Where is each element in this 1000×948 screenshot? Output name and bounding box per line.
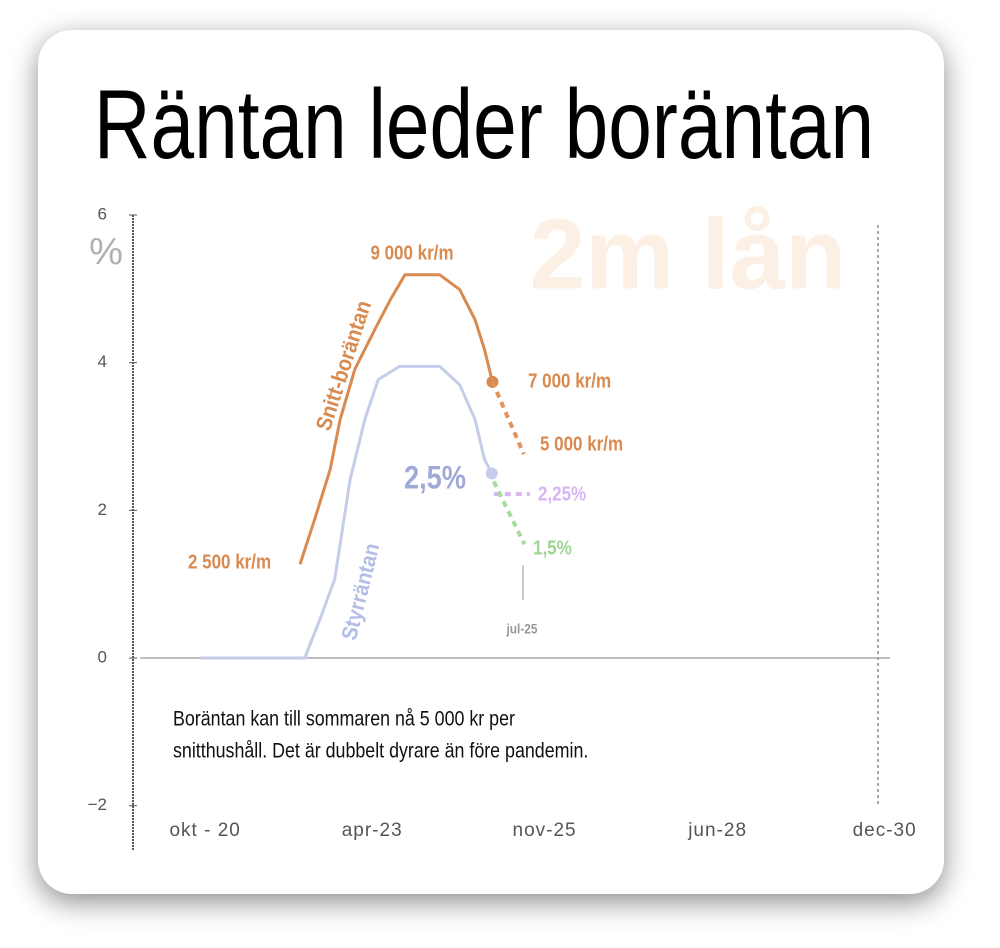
line	[200, 364, 494, 660]
end-point	[485, 467, 498, 480]
y-axis-label: %	[89, 231, 123, 273]
annotation: 2,5%	[404, 460, 466, 496]
y-tick-label: −2	[88, 795, 107, 814]
y-tick-label: 2	[98, 500, 107, 519]
y-tick-label: 4	[98, 352, 107, 371]
line	[490, 381, 526, 456]
card	[38, 30, 944, 894]
chart-title: Räntan leder boräntan	[94, 70, 874, 179]
line	[491, 480, 527, 546]
x-tick-label: nov-25	[513, 820, 577, 841]
x-tick-label: dec-30	[853, 820, 917, 841]
annotation: jul-25	[506, 621, 538, 637]
note: snitthushåll. Det är dubbelt dyrare än f…	[173, 739, 588, 763]
note: Boräntan kan till sommaren nå 5 000 kr p…	[173, 707, 515, 731]
x-tick-label: jun-28	[687, 820, 747, 841]
annotation: 7 000 kr/m	[528, 369, 611, 392]
x-tick-label: apr-23	[342, 820, 403, 841]
line	[298, 273, 494, 565]
annotation: 9 000 kr/m	[370, 241, 453, 264]
annotation: 2 500 kr/m	[188, 550, 271, 573]
annotation: 1,5%	[533, 536, 572, 559]
annotation: 2,25%	[538, 482, 586, 505]
y-tick-label: 6	[98, 204, 107, 223]
y-tick-label: 0	[98, 648, 107, 667]
watermark: 2m lån	[530, 198, 847, 310]
annotation: 5 000 kr/m	[540, 432, 623, 455]
x-tick-label: okt - 20	[169, 820, 240, 841]
